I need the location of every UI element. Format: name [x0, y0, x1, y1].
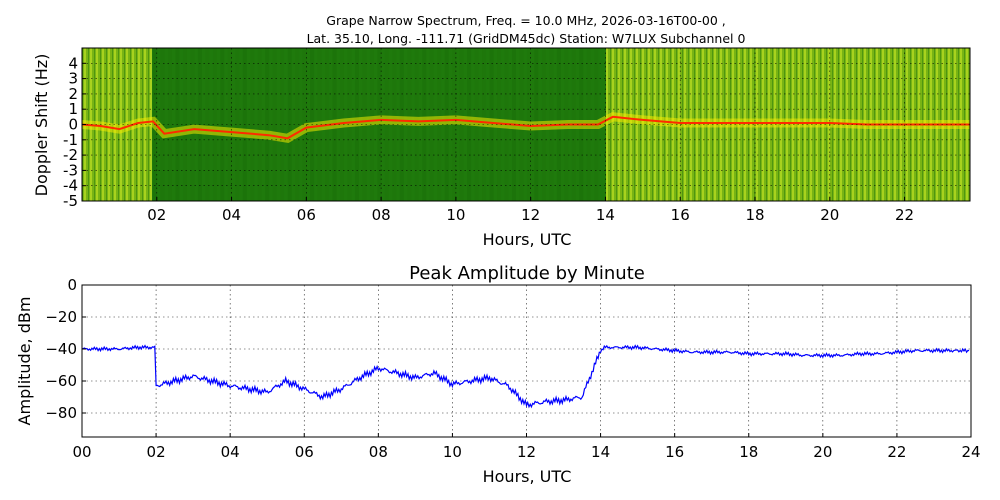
spectrogram-band [227, 48, 232, 201]
amplitude-x-axis-label: Hours, UTC [483, 467, 572, 486]
amplitude-x-tick-label: 16 [665, 443, 684, 461]
spectrogram-grid [82, 48, 970, 202]
spectrogram-band [190, 48, 195, 201]
amplitude-y-tick-label: −40 [45, 340, 77, 358]
spectrogram-x-tick-label: 22 [895, 206, 914, 224]
spectrogram-x-tick-label: 18 [745, 206, 764, 224]
spectrogram-x-ticks: 02 04 06 08 10 12 14 16 18 20 22 [147, 197, 914, 224]
spectrogram-x-tick-label: 12 [521, 206, 540, 224]
spectrogram-band [257, 48, 262, 201]
spectrogram-band [160, 48, 165, 201]
amplitude-x-tick-label: 24 [961, 443, 980, 461]
amplitude-x-tick-label: 20 [813, 443, 832, 461]
spectrogram-y-axis-label: Doppler Shift (Hz) [32, 54, 51, 197]
spectrogram-x-tick-label: 02 [147, 206, 166, 224]
spectrogram-x-tick-label: 14 [596, 206, 615, 224]
spectrogram-band [205, 48, 210, 201]
spectrogram-y-tick-label: 0 [68, 116, 78, 134]
amplitude-y-tick-label: −20 [45, 308, 77, 326]
spectrogram-y-tick-label: 1 [68, 100, 78, 118]
amplitude-y-axis-label: Amplitude, dBm [15, 297, 34, 426]
amplitude-x-tick-label: 18 [739, 443, 758, 461]
spectrogram-band [235, 48, 240, 201]
amplitude-y-tick-label: 0 [67, 276, 77, 294]
spectrogram-x-tick-label: 20 [820, 206, 839, 224]
spectrogram-y-tick-label: -4 [63, 177, 78, 195]
amplitude-x-tick-label: 04 [221, 443, 240, 461]
spectrogram-y-tick-label: 2 [68, 85, 78, 103]
spectrogram-band [250, 48, 255, 201]
spectrogram-image [82, 48, 970, 201]
spectrogram-y-tick-label: -2 [63, 146, 78, 164]
spectrogram-y-tick-label: -1 [63, 131, 78, 149]
spectrogram-x-tick-label: 06 [297, 206, 316, 224]
amplitude-x-tick-label: 14 [591, 443, 610, 461]
amplitude-x-tick-label: 22 [887, 443, 906, 461]
amplitude-x-tick-label: 00 [72, 443, 91, 461]
spectrogram-x-tick-label: 08 [372, 206, 391, 224]
amplitude-x-tick-label: 10 [443, 443, 462, 461]
spectrogram-x-tick-label: 16 [671, 206, 690, 224]
spectrogram-band [167, 48, 172, 201]
amplitude-x-tick-label: 12 [517, 443, 536, 461]
spectrogram-peak-trace [82, 115, 970, 140]
spectrogram-x-axis-label: Hours, UTC [483, 230, 572, 249]
amplitude-y-tick-label: −60 [45, 372, 77, 390]
figure-title-line2: Lat. 35.10, Long. -111.71 (GridDM45dc) S… [307, 31, 746, 46]
amplitude-y-ticks: 0 −20 −40 −60 −80 [45, 276, 86, 422]
amplitude-x-ticks: 00 02 04 06 08 10 12 14 16 18 20 22 24 [72, 433, 981, 461]
spectrogram-y-tick-label: -3 [63, 161, 78, 179]
spectrogram-band [280, 48, 285, 201]
amplitude-panel: Peak Amplitude by Minute 00 02 04 06 08 10 12 1… [15, 263, 981, 486]
figure-title-line1: Grape Narrow Spectrum, Freq. = 10.0 MHz,… [326, 13, 725, 28]
amplitude-x-tick-label: 08 [369, 443, 388, 461]
spectrogram-x-tick-label: 04 [222, 206, 241, 224]
amplitude-x-tick-label: 02 [147, 443, 166, 461]
spectrogram-band [182, 48, 187, 201]
spectrogram-band [452, 48, 457, 201]
amplitude-y-tick-label: −80 [45, 404, 77, 422]
spectrogram-band [272, 48, 277, 201]
amplitude-chart-title: Peak Amplitude by Minute [409, 263, 645, 284]
spectrogram-y-tick-label: 4 [68, 54, 78, 72]
spectrogram-y-tick-label: 3 [68, 70, 78, 88]
spectrogram-x-tick-label: 10 [446, 206, 465, 224]
spectrogram-y-tick-label: -5 [63, 192, 78, 210]
spectrogram-band [212, 48, 217, 201]
amplitude-series-line [82, 344, 970, 409]
spectrogram-band [295, 48, 300, 201]
amplitude-x-tick-label: 06 [295, 443, 314, 461]
